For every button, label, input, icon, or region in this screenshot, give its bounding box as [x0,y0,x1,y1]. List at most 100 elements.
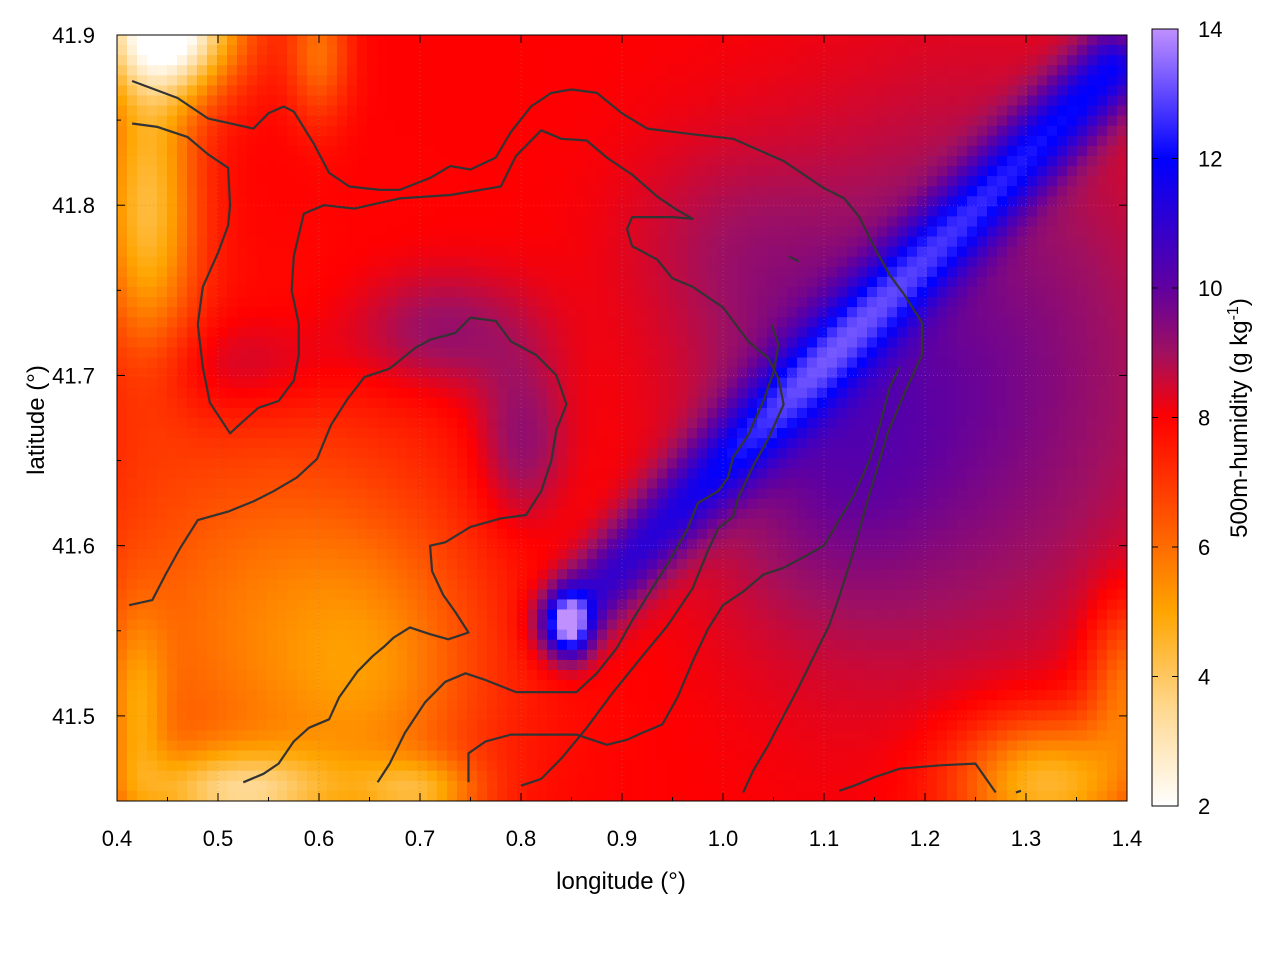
heatmap-cell [767,246,778,258]
heatmap-cell [467,528,478,540]
heatmap-cell [1097,327,1108,338]
heatmap-cell [177,337,188,349]
heatmap-cell [707,196,718,207]
heatmap-cell [447,307,458,318]
heatmap-cell [307,498,318,510]
heatmap-cell [887,387,898,399]
heatmap-cell [917,155,928,167]
heatmap-cell [687,155,698,167]
heatmap-cell [757,357,768,369]
heatmap-cell [637,518,648,530]
heatmap-cell [697,448,708,459]
heatmap-cell [637,407,648,419]
heatmap-cell [507,196,518,207]
heatmap-cell [597,266,608,278]
heatmap-cell [927,186,938,197]
heatmap-cell [167,45,178,56]
heatmap-cell [757,377,768,389]
heatmap-cell [737,155,748,167]
heatmap-cell [177,286,188,298]
heatmap-cell [797,327,808,338]
heatmap-cell [867,125,878,137]
heatmap-cell [347,418,358,429]
heatmap-cell [1087,448,1098,459]
heatmap-cell [777,35,788,46]
heatmap-cell [617,155,628,167]
heatmap-cell [827,518,838,530]
heatmap-cell [397,418,408,429]
heatmap-cell [367,357,378,369]
heatmap-cell [467,115,478,127]
heatmap-cell [347,176,358,187]
heatmap-cell [407,438,418,449]
heatmap-cell [577,105,588,117]
heatmap-cell [907,186,918,197]
heatmap-cell [687,438,698,449]
heatmap-cell [697,105,708,117]
heatmap-cell [707,85,718,97]
heatmap-cell [767,438,778,449]
heatmap-cell [897,176,908,187]
heatmap-cell [357,327,368,338]
heatmap-cell [297,367,308,379]
heatmap-cell [577,488,588,500]
heatmap-cell [957,95,968,107]
heatmap-cell [887,478,898,490]
heatmap-cell [847,95,858,107]
heatmap-cell [627,438,638,449]
heatmap-cell [897,357,908,369]
heatmap-cell [117,125,128,137]
heatmap-cell [447,35,458,46]
heatmap-cell [777,327,788,338]
heatmap-cell [467,155,478,167]
heatmap-cell [287,478,298,490]
heatmap-cell [277,458,288,469]
heatmap-cell [887,297,898,308]
heatmap-cell [1087,125,1098,137]
heatmap-cell [727,65,738,76]
heatmap-cell [277,145,288,157]
heatmap-cell [477,246,488,258]
heatmap-cell [877,397,888,409]
heatmap-cell [877,458,888,469]
heatmap-cell [437,508,448,520]
heatmap-cell [427,488,438,500]
heatmap-cell [807,387,818,399]
heatmap-cell [677,468,688,480]
heatmap-cell [727,377,738,389]
heatmap-cell [957,55,968,66]
heatmap-cell [187,337,198,349]
heatmap-cell [1037,115,1048,127]
heatmap-cell [337,377,348,389]
heatmap-cell [547,297,558,308]
heatmap-cell [177,488,188,500]
heatmap-cell [677,55,688,66]
heatmap-cell [957,387,968,399]
heatmap-cell [1087,155,1098,167]
heatmap-cell [857,196,868,207]
heatmap-cell [677,145,688,157]
heatmap-cell [487,145,498,157]
heatmap-cell [827,337,838,349]
heatmap-cell [1037,65,1048,76]
heatmap-cell [427,125,438,137]
heatmap-cell [407,226,418,238]
heatmap-cell [377,145,388,157]
heatmap-cell [857,357,868,369]
heatmap-cell [817,407,828,419]
heatmap-cell [1097,256,1108,268]
heatmap-cell [457,166,468,177]
heatmap-cell [1007,518,1018,530]
heatmap-cell [907,216,918,228]
heatmap-cell [567,286,578,298]
heatmap-cell [827,75,838,86]
heatmap-cell [477,65,488,76]
heatmap-cell [147,266,158,278]
heatmap-cell [787,317,798,328]
heatmap-cell [327,266,338,278]
heatmap-cell [267,508,278,520]
heatmap-cell [517,256,528,268]
heatmap-cell [1087,246,1098,258]
heatmap-cell [1017,498,1028,510]
heatmap-cell [1107,95,1118,107]
